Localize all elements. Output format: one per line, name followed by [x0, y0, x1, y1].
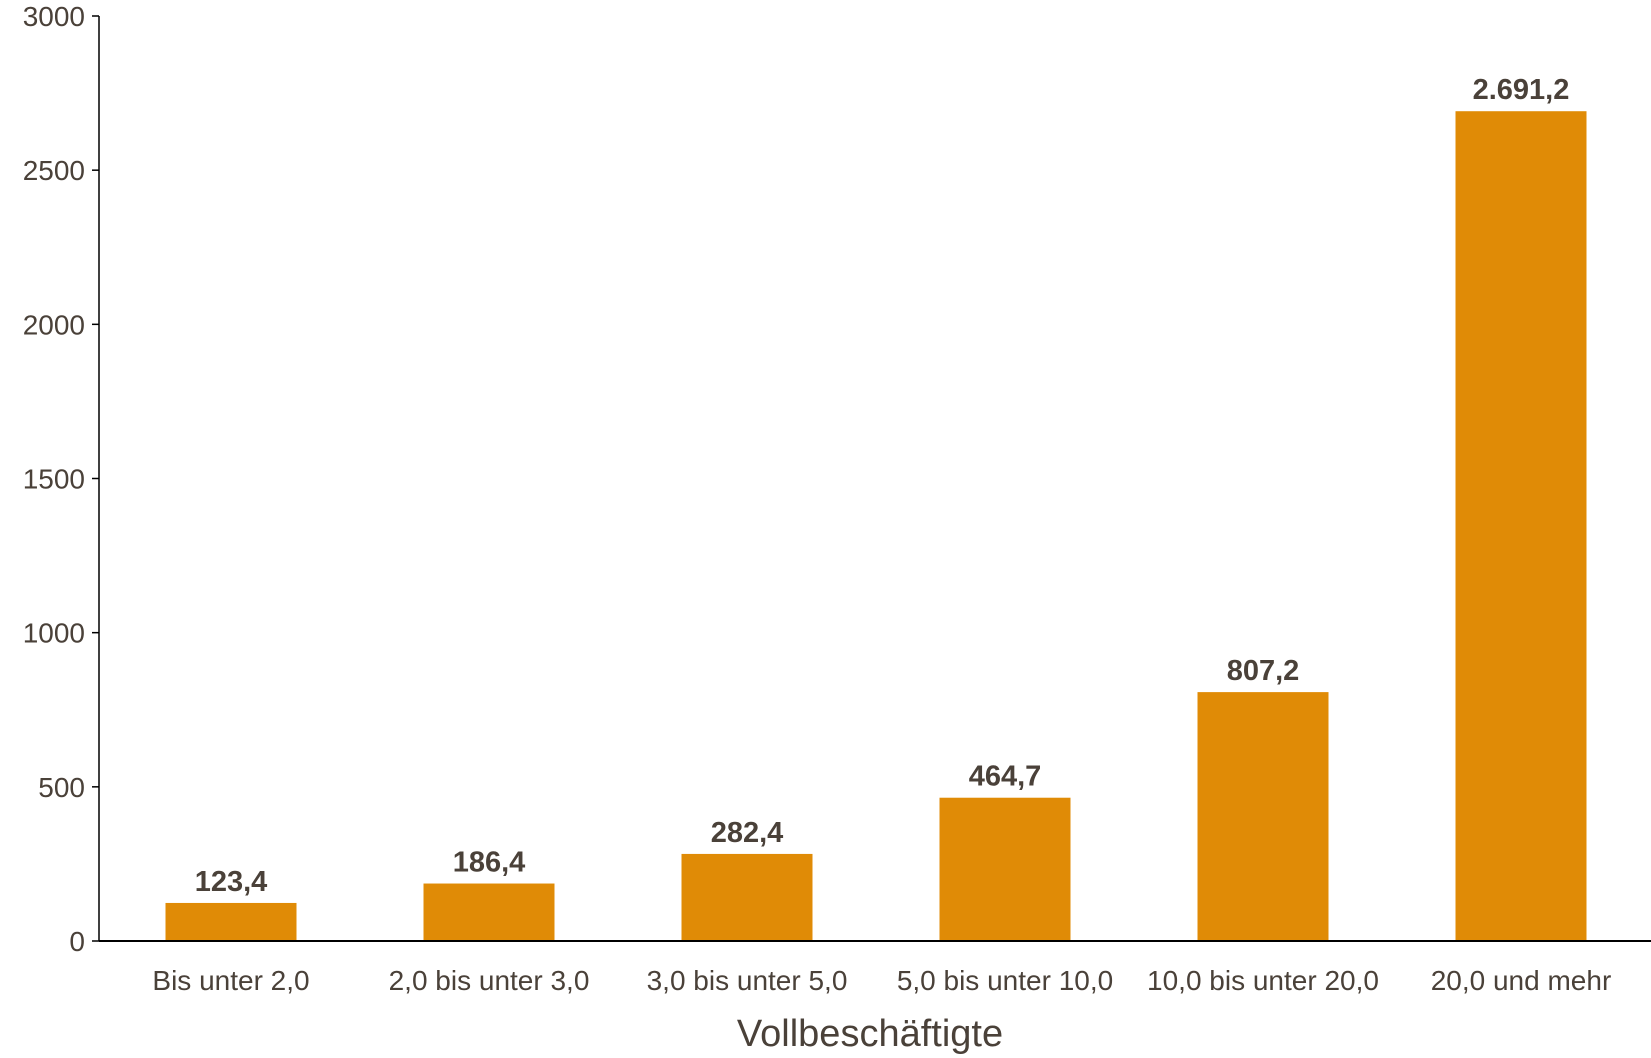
x-tick-label: 3,0 bis unter 5,0: [647, 965, 848, 996]
y-tick-label: 0: [69, 926, 85, 957]
x-tick-label: Bis unter 2,0: [152, 965, 309, 996]
y-tick-label: 2500: [23, 155, 85, 186]
x-axis-label: Vollbeschäftigte: [737, 1013, 1003, 1055]
bar-value-label: 123,4: [195, 866, 268, 898]
bars: [165, 111, 1587, 942]
bar: [165, 902, 297, 941]
bar: [939, 797, 1071, 941]
value-labels: 123,4 186,4 282,4 464,7 807,2 2.691,2: [195, 74, 1570, 898]
bar: [1455, 111, 1587, 942]
x-tick-label: 10,0 bis unter 20,0: [1147, 965, 1379, 996]
bar: [423, 883, 555, 941]
y-axis-ticks: 0 500 1000 1500 2000 2500 3000: [23, 1, 99, 957]
bar-value-label: 464,7: [969, 761, 1042, 793]
x-tick-label: 20,0 und mehr: [1431, 965, 1612, 996]
bar-value-label: 807,2: [1227, 655, 1300, 687]
y-tick-label: 1000: [23, 618, 85, 649]
bar-value-label: 2.691,2: [1473, 74, 1570, 106]
x-tick-label: 2,0 bis unter 3,0: [389, 965, 590, 996]
y-tick-label: 1500: [23, 464, 85, 495]
bar: [1197, 692, 1329, 941]
category-labels: Bis unter 2,0 2,0 bis unter 3,0 3,0 bis un…: [152, 965, 1611, 996]
y-tick-label: 3000: [23, 1, 85, 32]
x-tick-label: 5,0 bis unter 10,0: [897, 965, 1113, 996]
bar-value-label: 186,4: [453, 847, 526, 879]
bar-value-label: 282,4: [711, 817, 784, 849]
bar: [681, 853, 813, 941]
y-tick-label: 500: [38, 772, 85, 803]
y-tick-label: 2000: [23, 309, 85, 340]
